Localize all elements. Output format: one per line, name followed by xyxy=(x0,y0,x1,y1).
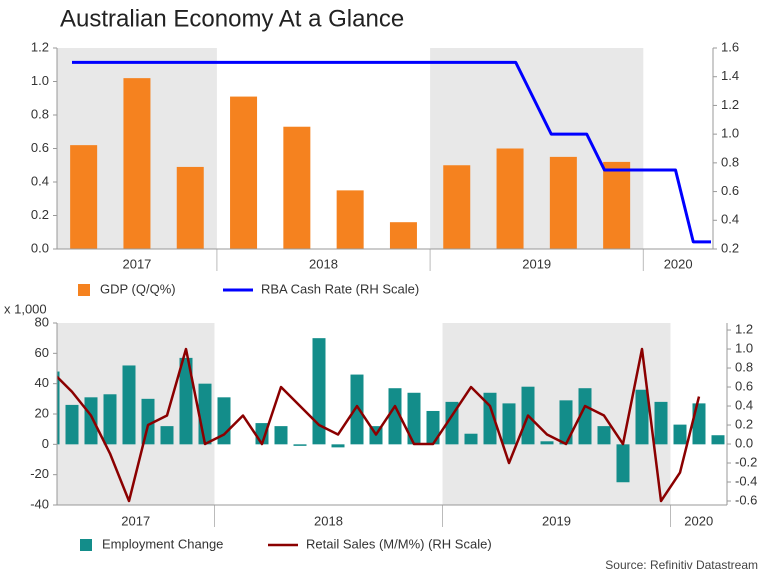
y2-tick-label: 1.6 xyxy=(721,39,739,54)
bar xyxy=(559,400,573,445)
bar xyxy=(274,426,288,445)
shaded-band xyxy=(442,323,671,505)
bar xyxy=(84,397,98,445)
bar xyxy=(293,444,307,446)
bar xyxy=(597,426,611,445)
bar xyxy=(57,371,60,445)
bar xyxy=(103,394,117,445)
y-tick-label: 0 xyxy=(42,436,49,451)
legend-label: RBA Cash Rate (RH Scale) xyxy=(261,281,419,296)
plot xyxy=(70,60,711,250)
y2-tick-label: 1.2 xyxy=(721,97,739,112)
y-tick-label: -40 xyxy=(30,496,49,511)
y-tick-label: 0.8 xyxy=(31,106,49,121)
y-tick-label: 40 xyxy=(35,375,49,390)
y-axis-unit: x 1,000 xyxy=(4,301,47,316)
line xyxy=(72,60,711,244)
x-tick-label: 2020 xyxy=(684,513,713,528)
bar xyxy=(160,426,174,445)
y2-tick-label: 0.4 xyxy=(735,397,753,412)
x-tick-label: 2020 xyxy=(664,256,693,271)
bar xyxy=(502,403,516,445)
y2-tick-label: 1.0 xyxy=(735,340,753,355)
y2-tick-label: 1.2 xyxy=(735,321,753,336)
bar xyxy=(388,388,402,445)
line xyxy=(57,347,701,503)
y2-tick-label: 0.2 xyxy=(721,240,739,255)
bar xyxy=(711,435,725,445)
x-tick-label: 2017 xyxy=(122,256,151,271)
bar xyxy=(65,404,79,445)
bar xyxy=(336,190,364,249)
y-tick-label: 20 xyxy=(35,405,49,420)
y2-tick-label: 0.0 xyxy=(735,435,753,450)
bar xyxy=(122,365,136,445)
y2-tick-label: -0.4 xyxy=(735,473,757,488)
bar xyxy=(198,383,212,445)
legend-label: GDP (Q/Q%) xyxy=(100,281,176,296)
bar xyxy=(350,374,364,445)
y-tick-label: -20 xyxy=(30,466,49,481)
bar xyxy=(283,126,311,249)
bar xyxy=(407,392,421,445)
x-tick-label: 2019 xyxy=(542,513,571,528)
bar xyxy=(426,410,440,445)
y-tick-label: 80 xyxy=(35,314,49,329)
legend-swatch xyxy=(78,284,90,296)
y2-tick-label: -0.6 xyxy=(735,492,757,507)
y2-tick-label: 0.6 xyxy=(735,378,753,393)
bar xyxy=(312,338,326,445)
y2-tick-label: 0.8 xyxy=(735,359,753,374)
chart-title: Australian Economy At a Glance xyxy=(60,5,404,32)
bar xyxy=(464,433,478,445)
y-tick-label: 60 xyxy=(35,345,49,360)
plot xyxy=(57,338,725,503)
bar xyxy=(549,156,577,249)
bar xyxy=(70,145,98,249)
y-tick-label: 0.6 xyxy=(31,140,49,155)
bar xyxy=(603,161,631,249)
legend-label: Employment Change xyxy=(102,536,223,551)
bar xyxy=(443,165,471,249)
y-tick-label: 0.4 xyxy=(31,173,49,188)
x-tick-label: 2017 xyxy=(121,513,150,528)
x-tick-label: 2019 xyxy=(522,256,551,271)
legend-label: Retail Sales (M/M%) (RH Scale) xyxy=(306,536,492,551)
legend-swatch xyxy=(80,539,92,551)
x-tick-label: 2018 xyxy=(309,256,338,271)
x-tick-label: 2018 xyxy=(314,513,343,528)
y2-tick-label: -0.2 xyxy=(735,454,757,469)
y2-tick-label: 1.4 xyxy=(721,68,739,83)
y2-tick-label: 0.6 xyxy=(721,183,739,198)
y-tick-label: 0.0 xyxy=(31,240,49,255)
bar xyxy=(616,444,630,483)
bar xyxy=(389,222,417,249)
y-tick-label: 1.0 xyxy=(31,73,49,88)
bar xyxy=(176,166,204,249)
y2-tick-label: 1.0 xyxy=(721,126,739,141)
bar xyxy=(331,444,345,448)
y2-tick-label: 0.8 xyxy=(721,154,739,169)
bar xyxy=(692,403,706,445)
bar xyxy=(496,148,524,249)
y2-tick-label: 0.2 xyxy=(735,416,753,431)
bar xyxy=(179,357,193,445)
y-tick-label: 0.2 xyxy=(31,207,49,222)
bar xyxy=(578,388,592,445)
bar xyxy=(230,96,258,249)
bar xyxy=(673,424,687,445)
y2-tick-label: 0.4 xyxy=(721,212,739,227)
bar xyxy=(483,392,497,445)
bar xyxy=(123,78,151,250)
bar xyxy=(635,389,649,445)
bar xyxy=(540,441,554,445)
source: Source: Refinitiv Datastream xyxy=(605,558,758,572)
y-tick-label: 1.2 xyxy=(31,39,49,54)
bar xyxy=(654,401,668,445)
